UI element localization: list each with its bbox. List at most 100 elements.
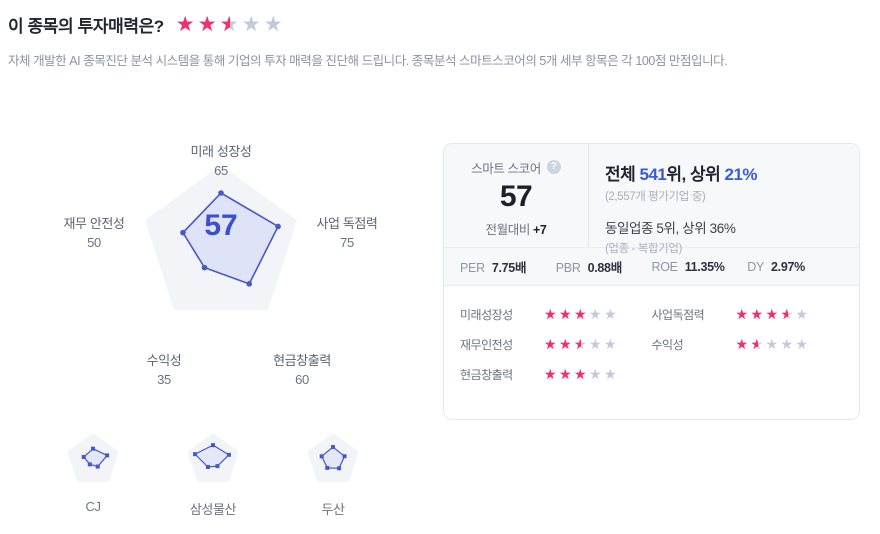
radar-point-2 [246, 281, 253, 287]
overall-star-3: ★ ★ [219, 13, 239, 36]
rating-stars: ★★★★★★★★★★ [544, 307, 618, 321]
rating-label: 미래성장성 [460, 307, 513, 322]
score-delta-value: +7 [533, 222, 547, 237]
rating-0-star-1: ★ ★ [544, 306, 557, 322]
peer-item-2[interactable]: 두산 [295, 428, 371, 518]
rating-4-star-3: ★ ★ [574, 366, 587, 382]
peer-name: 두산 [321, 502, 345, 517]
radar-axis-label-3: 수익성 35 [146, 353, 182, 387]
rating-4-star-1: ★ ★ [544, 366, 557, 382]
metric-value: 7.75배 [491, 261, 527, 275]
rating-label: 재무인전성 [460, 337, 513, 352]
rating-2-star-3: ★★ [574, 336, 587, 352]
score-delta: 전월대비 +7 [486, 219, 547, 238]
overall-star-2: ★ ★ [197, 13, 217, 36]
rating-3-star-1: ★ ★ [735, 336, 749, 352]
peer-point-0 [331, 445, 335, 450]
rating-1-star-3: ★ ★ [765, 306, 779, 322]
overall-star-5: ★★ [263, 13, 283, 36]
peer-radar-1 [187, 433, 239, 482]
radar-data-polygon [181, 191, 280, 285]
rating-0-star-2: ★ ★ [559, 306, 572, 322]
page-description: 자체 개발한 AI 종목진단 분석 시스템을 통해 기업의 투자 매력을 진단해… [8, 54, 728, 68]
rating-4-star-2: ★ ★ [559, 366, 572, 382]
peer-point-1 [226, 452, 231, 457]
rating-2-star-2: ★ ★ [559, 336, 572, 352]
rating-2-star-5: ★★ [604, 336, 617, 352]
radar-axis-label-2: 현금창출력 60 [273, 353, 331, 387]
score-label-line: 스마트 스코어 ? [471, 158, 561, 177]
rating-2-star-1: ★ ★ [544, 336, 557, 352]
question-mark-icon[interactable]: ? [546, 160, 561, 174]
rank-prefix: 전체 [605, 165, 636, 184]
radar-center-score: 57 [204, 209, 237, 242]
radar-chart: 57 미래 성장성 65 사업 독점력 75 현금창출력 60 수익성 35 재… [0, 130, 440, 420]
peer-point-0 [211, 443, 215, 448]
radar-axis-label-4: 재무 안전성 50 [63, 216, 125, 250]
radar-point-4 [180, 229, 186, 236]
peer-point-2 [95, 464, 100, 469]
rating-4-star-5: ★★ [604, 366, 617, 382]
peer-point-1 [105, 453, 110, 458]
peer-item-0[interactable]: CJ [55, 428, 131, 518]
peer-point-0 [91, 446, 95, 451]
radar-point-1 [275, 223, 281, 230]
rating-1-star-2: ★ ★ [750, 306, 764, 322]
rating-item-2: 재무인전성 ★★★★★★★★★★ [460, 329, 652, 359]
overall-rating-stars: ★★★★★★★★★★ [176, 14, 285, 35]
page-title: 이 종목의 투자매력은? [8, 17, 164, 36]
peer-data-polygon [194, 444, 230, 468]
metric-roe: ROE 11.35% [652, 260, 748, 274]
rating-item-4: 현금창출력★★★★★★★★★★ [460, 359, 652, 389]
peer-point-3 [205, 464, 210, 469]
metric-per: PER 7.75배 [460, 257, 556, 276]
rating-stars: ★★★★★★★★★★ [544, 337, 618, 351]
rating-3-star-5: ★★ [795, 336, 809, 352]
metric-key: DY [747, 259, 765, 274]
score-row: 스마트 스코어 ? 57 전월대비 +7 전체 541위, 상위 21% [444, 144, 859, 255]
radar-axis-label-1: 사업 독점력 75 [316, 216, 378, 250]
peer-radar-0 [67, 433, 119, 482]
score-label: 스마트 스코어 [471, 161, 541, 176]
rating-item-3: 수익성★★★★★★★★★★ [652, 329, 844, 359]
overall-star-4: ★★ [241, 13, 261, 36]
peer-point-2 [337, 466, 342, 471]
peer-name: 삼성물산 [189, 502, 237, 517]
radar-chart-svg: 57 [144, 165, 298, 310]
peer-comparison-list: CJ 삼성물산 두산 [55, 428, 371, 518]
rating-stars: ★★★★★★★★★★ [736, 307, 810, 321]
peer-point-2 [215, 464, 220, 469]
peer-point-1 [342, 454, 347, 459]
radar-point-3 [201, 264, 208, 271]
metric-key: ROE [651, 259, 678, 274]
rating-label: 현금창출력 [460, 367, 513, 382]
rating-3-star-3: ★★ [765, 336, 779, 352]
smart-score-summary: 스마트 스코어 ? 57 전월대비 +7 전체 541위, 상위 21% [444, 144, 859, 286]
radar-point-0 [218, 190, 224, 196]
peer-point-4 [193, 452, 198, 457]
rating-1-star-1: ★ ★ [735, 306, 749, 322]
rating-item-0: 미래성장성 ★★★★★★★★★★ [460, 299, 652, 329]
rating-3-star-2: ★★ [750, 336, 764, 352]
metric-dy: DY 2.97% [747, 260, 843, 274]
metric-value: 2.97% [771, 259, 805, 274]
rank-middle: 위, 상위 [666, 165, 721, 184]
rating-4-star-4: ★★ [589, 366, 602, 382]
peer-item-1[interactable]: 삼성물산 [175, 428, 251, 518]
rank-number: 541 [639, 165, 667, 184]
peer-radar-2 [307, 433, 359, 482]
rating-label: 사업독점력 [651, 307, 705, 322]
page-header: 이 종목의 투자매력은? ★★★★★★★★★★ [8, 12, 285, 37]
overall-rank-sub: (2,557개 평가기업 중) [605, 191, 706, 203]
radar-data-points [180, 190, 281, 287]
metric-key: PER [460, 261, 485, 275]
rating-stars: ★★★★★★★★★★ [544, 367, 618, 381]
peer-point-4 [81, 454, 86, 459]
rating-1-star-4: ★★ [780, 306, 794, 322]
rating-0-star-3: ★ ★ [574, 306, 587, 322]
peer-point-4 [319, 454, 324, 459]
category-ratings: 미래성장성★★★★★★★★★★사업독점력★★★★★★★★★★재무인전성★★★★★… [444, 286, 859, 389]
rating-0-star-4: ★★ [589, 306, 602, 322]
peer-point-3 [87, 462, 92, 467]
overall-rank: 전체 541위, 상위 21% [605, 160, 859, 185]
